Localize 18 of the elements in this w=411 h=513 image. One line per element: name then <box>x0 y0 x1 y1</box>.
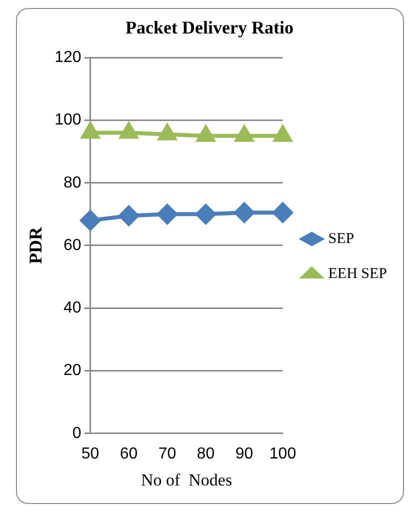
chart-title: Packet Delivery Ratio <box>126 17 294 38</box>
x-tick-label: 80 <box>196 445 215 462</box>
y-axis-title: PDR <box>25 226 46 264</box>
x-tick-label: 50 <box>81 445 100 462</box>
x-tick-label: 60 <box>120 445 138 462</box>
y-tick-label: 0 <box>72 424 82 442</box>
y-tick-label: 100 <box>54 112 82 129</box>
y-tick-label: 120 <box>54 49 82 66</box>
x-tick-label: 70 <box>158 445 176 462</box>
y-tick-label: 80 <box>64 174 82 192</box>
legend-label: SEP <box>328 230 354 247</box>
x-tick-label: 100 <box>269 445 296 462</box>
x-tick-label: 90 <box>235 445 254 462</box>
y-tick-label: 40 <box>64 300 82 317</box>
x-axis-title: No of Nodes <box>140 470 232 490</box>
y-tick-label: 60 <box>64 236 82 254</box>
legend-label: EEH SEP <box>328 266 388 282</box>
y-tick-label: 20 <box>64 362 82 380</box>
